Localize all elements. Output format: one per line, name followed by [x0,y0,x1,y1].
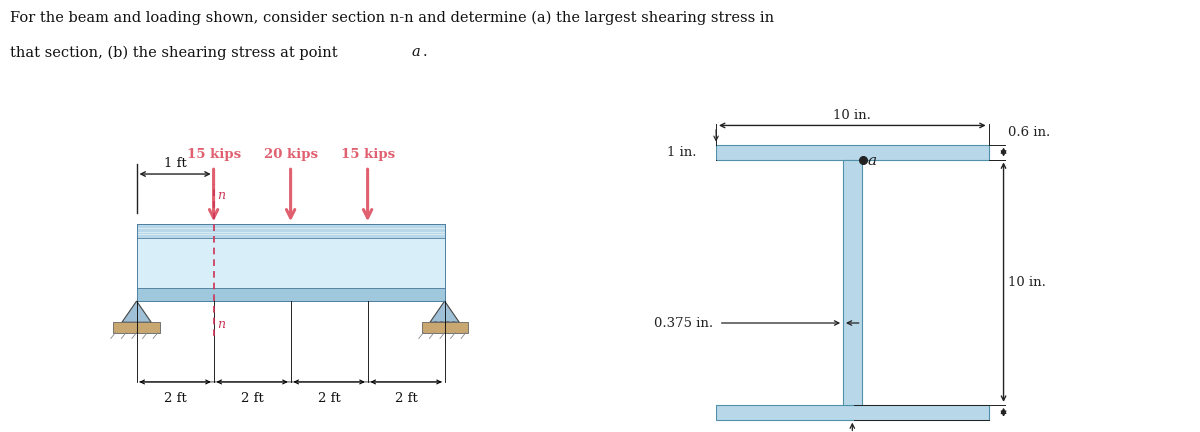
Circle shape [444,322,451,329]
Text: 0.375 in.: 0.375 in. [654,317,713,330]
Text: 20 kips: 20 kips [264,148,318,161]
Text: a: a [412,45,420,59]
Text: a: a [868,154,877,168]
Text: 1 ft: 1 ft [163,157,186,170]
Circle shape [432,322,439,329]
Text: 2 ft: 2 ft [395,391,418,405]
Bar [716,145,989,159]
Bar [137,288,445,301]
Polygon shape [122,301,151,322]
Polygon shape [430,301,460,322]
Text: 0.6 in.: 0.6 in. [1008,126,1050,139]
Bar [421,322,468,333]
Text: that section, (b) the shearing stress at point: that section, (b) the shearing stress at… [10,45,342,60]
Circle shape [450,322,457,329]
Text: 2 ft: 2 ft [318,391,341,405]
Text: n: n [217,318,224,331]
Text: n: n [217,189,224,202]
Text: 10 in.: 10 in. [833,109,871,122]
Text: 10 in.: 10 in. [1008,276,1045,289]
Bar [137,224,445,238]
Text: 15 kips: 15 kips [341,148,395,161]
Text: 1 in.: 1 in. [667,146,697,159]
Bar [137,238,445,288]
Bar [716,405,989,420]
Text: .: . [422,45,427,59]
Text: 15 kips: 15 kips [186,148,241,161]
Bar [114,322,160,333]
Bar [844,159,862,405]
Text: 2 ft: 2 ft [241,391,264,405]
Text: For the beam and loading shown, consider section n-n and determine (a) the large: For the beam and loading shown, consider… [10,11,774,25]
Text: 2 ft: 2 ft [163,391,186,405]
Circle shape [438,322,445,329]
